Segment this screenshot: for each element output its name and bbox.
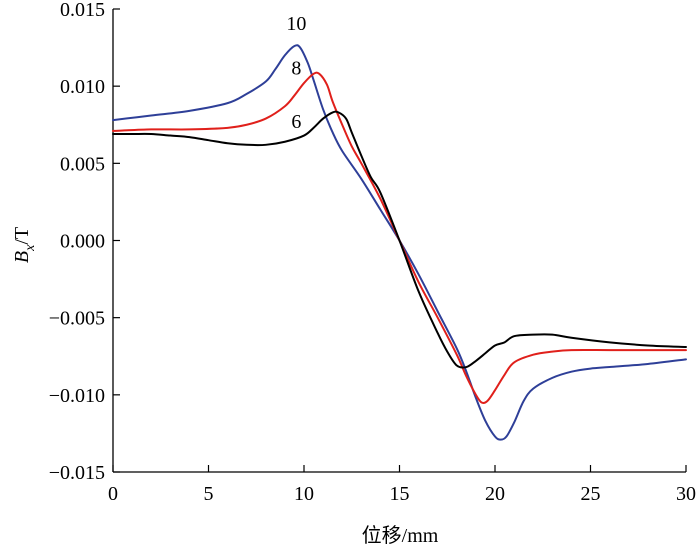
y-tick-label: −0.015 bbox=[49, 462, 105, 484]
series-line-8 bbox=[112, 71, 687, 405]
y-tick-label: −0.005 bbox=[49, 308, 105, 330]
x-tick-label: 5 bbox=[204, 483, 214, 505]
y-axis-title-unit: /T bbox=[11, 227, 33, 245]
y-axis-ticks: −0.015 −0.010 −0.005 0.000 0.005 0.010 0.015 bbox=[49, 0, 120, 484]
x-tick-label: 25 bbox=[581, 483, 601, 505]
y-tick-label: 0.015 bbox=[60, 0, 105, 21]
y-tick-label: 0.005 bbox=[60, 153, 105, 175]
curve-label-6: 6 bbox=[291, 111, 301, 133]
x-tick-label: 0 bbox=[108, 483, 118, 505]
y-tick-label: −0.010 bbox=[49, 385, 105, 407]
x-tick-label: 10 bbox=[294, 483, 314, 505]
curve-labels: 10 8 6 bbox=[286, 13, 306, 133]
y-tick-label: 0.000 bbox=[60, 231, 105, 253]
curve-label-8: 8 bbox=[291, 58, 301, 80]
y-axis-title-symbol: B bbox=[11, 251, 33, 263]
x-tick-label: 20 bbox=[485, 483, 505, 505]
y-tick-label: 0.010 bbox=[60, 76, 105, 98]
curve-label-10: 10 bbox=[286, 13, 306, 35]
x-axis-ticks: 0 5 10 15 20 25 30 bbox=[108, 465, 696, 505]
y-axis-title: Bx/T bbox=[11, 227, 38, 263]
x-tick-label: 30 bbox=[676, 483, 696, 505]
x-tick-label: 15 bbox=[390, 483, 410, 505]
series-line-6 bbox=[112, 110, 687, 369]
y-axis-title-subscript: x bbox=[23, 244, 38, 252]
series-line-10 bbox=[112, 44, 687, 441]
curves bbox=[112, 44, 687, 441]
x-axis-title: 位移/mm bbox=[362, 524, 439, 547]
